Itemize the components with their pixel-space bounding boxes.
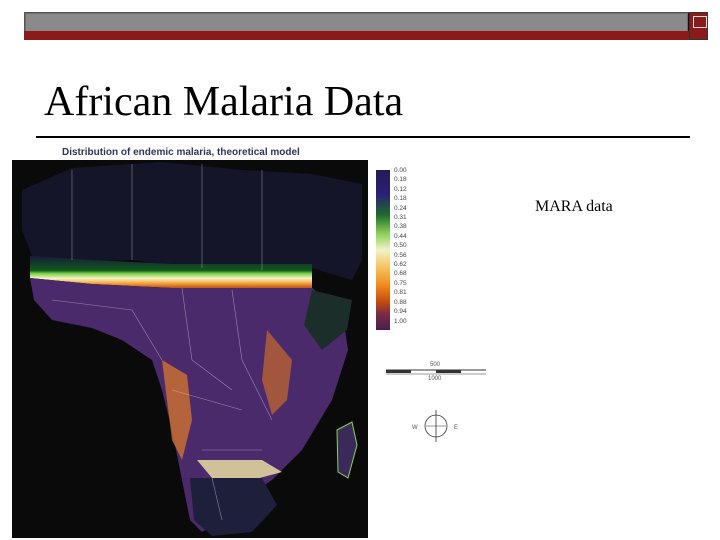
scale-label: 1000	[428, 376, 442, 382]
map-caption: Distribution of endemic malaria, theoret…	[62, 147, 300, 158]
north-africa-region	[22, 162, 362, 280]
mara-data-label: MARA data	[535, 198, 613, 215]
africa-map-graphic	[22, 162, 362, 536]
central-hotspot	[162, 360, 192, 460]
legend-label: 0.75	[394, 279, 407, 287]
east-hotspot	[262, 330, 292, 415]
horn-of-africa	[304, 290, 352, 350]
title-rule	[36, 136, 690, 138]
legend-color-bar	[376, 170, 390, 330]
legend-label: 0.12	[394, 185, 407, 193]
malaria-belt-band	[30, 256, 312, 288]
legend-label: 0.38	[394, 223, 407, 231]
legend-label: 0.31	[394, 214, 407, 222]
southern-africa-region	[190, 478, 277, 536]
africa-malaria-map	[12, 160, 368, 538]
scale-label: 500	[430, 362, 441, 368]
legend-label: 0.56	[394, 251, 407, 259]
scale-bar: 500 1000	[386, 362, 486, 382]
legend-label: 0.68	[394, 270, 407, 278]
legend-label: 0.24	[394, 204, 407, 212]
legend-label: 0.18	[394, 195, 407, 203]
legend-label: 0.18	[394, 176, 407, 184]
country-borders	[51, 164, 273, 521]
accent-red-bar	[24, 31, 708, 40]
madagascar	[336, 421, 358, 479]
compass-label-east: E	[454, 425, 458, 431]
legend-label: 0.44	[394, 232, 407, 240]
legend-label: 0.62	[394, 261, 407, 269]
southern-band	[197, 460, 282, 480]
legend-label: 0.94	[394, 308, 407, 316]
compass-rose-icon: W E	[412, 410, 458, 442]
corner-square-icon	[689, 12, 708, 40]
legend-label: 0.50	[394, 242, 407, 250]
compass-label-west: W	[412, 425, 418, 431]
legend-label: 0.00	[394, 167, 407, 174]
legend-labels: 0.00 0.18 0.12 0.18 0.24 0.31 0.38 0.44 …	[394, 166, 407, 326]
legend-label: 1.00	[394, 317, 407, 325]
legend-label: 0.88	[394, 298, 407, 306]
legend-label: 0.81	[394, 289, 407, 297]
slide-title: African Malaria Data	[44, 79, 404, 125]
